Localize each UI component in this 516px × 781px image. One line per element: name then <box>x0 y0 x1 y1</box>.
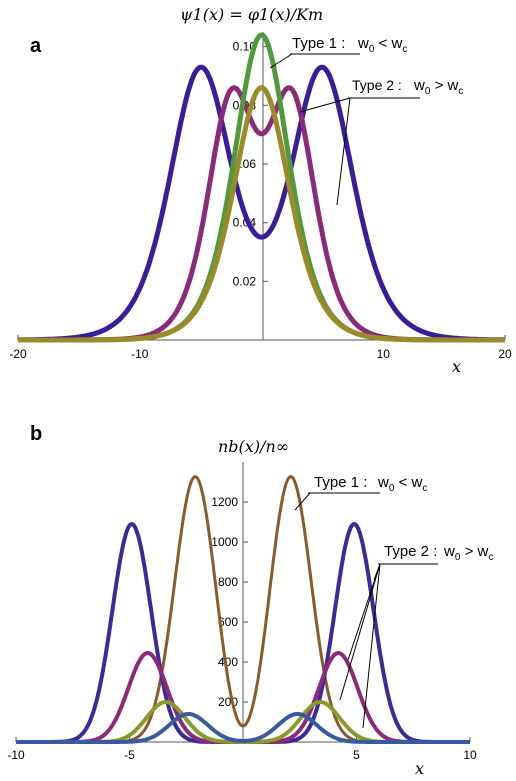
panel-b-type2-pointer-3 <box>339 563 381 701</box>
panel-b: b nb(x)/n∞ -10 -5 5 1020040060080010001200 … <box>7 423 493 778</box>
panel-a-y-tick-label: 0.02 <box>233 274 257 288</box>
panel-b-y-tick-label: 600 <box>218 615 238 629</box>
panel-a-type2-pointer-1 <box>299 97 351 113</box>
panel-a-annotations: Type 1 : w0 < wc Type 2 : w0 > wc <box>269 35 463 206</box>
panel-b-x-tick-label: 10 <box>463 748 477 762</box>
panel-b-type1-relation: w0 < wc <box>377 474 427 494</box>
panel-b-type2-label: Type 2 : <box>384 543 437 560</box>
panel-a-series-line-4 <box>16 85 507 343</box>
panel-b-y-tick-label: 1000 <box>211 535 238 549</box>
panel-a-type2-relation: w0 > wc <box>413 77 463 97</box>
panel-b-annotations: Type 1 : w0 < wc Type 2 : w0 > wc <box>294 474 493 729</box>
panel-b-type2-pointer-2 <box>347 563 381 661</box>
panel-b-series-line-5 <box>15 712 471 744</box>
panel-a-x-tick-label: -20 <box>9 347 27 361</box>
panel-b-type2-relation: w0 > wc <box>443 543 493 563</box>
panel-b-type1-pointer <box>294 492 311 511</box>
panel-a: a ψ1(x) = φ1(x)/Km -20 -10 10 200.020.040.0… <box>9 5 512 376</box>
panel-a-x-label: x <box>452 357 461 376</box>
panel-b-type1-label: Type 1 : <box>314 474 367 491</box>
panel-b-y-tick-label: 800 <box>218 575 238 589</box>
panel-letter-a: a <box>30 35 42 57</box>
panel-a-type1-relation: w0 < wc <box>357 35 407 55</box>
panel-b-title: nb(x)/n∞ <box>218 437 289 456</box>
panel-a-y-tick-label: 0.10 <box>233 40 257 54</box>
panel-a-title: ψ1(x) = φ1(x)/Km <box>180 5 323 24</box>
panel-a-type2-label: Type 2 : <box>352 77 402 93</box>
panel-a-curves <box>16 32 507 343</box>
panel-b-type2-pointer-4 <box>362 563 381 729</box>
panel-b-x-tick-label: 5 <box>353 748 360 762</box>
panel-letter-b: b <box>30 423 42 445</box>
panel-b-x-tick-label: -10 <box>7 748 25 762</box>
panel-a-series-line-2 <box>16 85 507 343</box>
panel-b-y-tick-label: 400 <box>218 655 238 669</box>
panel-a-type1-pointer <box>269 53 293 69</box>
panel-b-y-tick-label: 200 <box>218 695 238 709</box>
panel-a-type1-label: Type 1 : <box>292 35 345 52</box>
panel-b-curves <box>15 475 471 744</box>
panel-a-x-tick-label: -10 <box>131 347 149 361</box>
panel-b-ticks: -10 -5 5 10 200 400 600 800 1000 1200 <box>7 495 477 762</box>
panel-b-x-tick-label: -5 <box>124 748 135 762</box>
panel-b-y-tick-label: 1200 <box>211 495 238 509</box>
panel-a-x-tick-label: 20 <box>498 347 512 361</box>
panel-a-x-tick-label: 10 <box>377 347 391 361</box>
panel-a-series-line-1 <box>16 64 507 343</box>
panel-a-type2-pointer-2 <box>336 97 351 206</box>
panel-b-x-label: x <box>415 759 424 778</box>
